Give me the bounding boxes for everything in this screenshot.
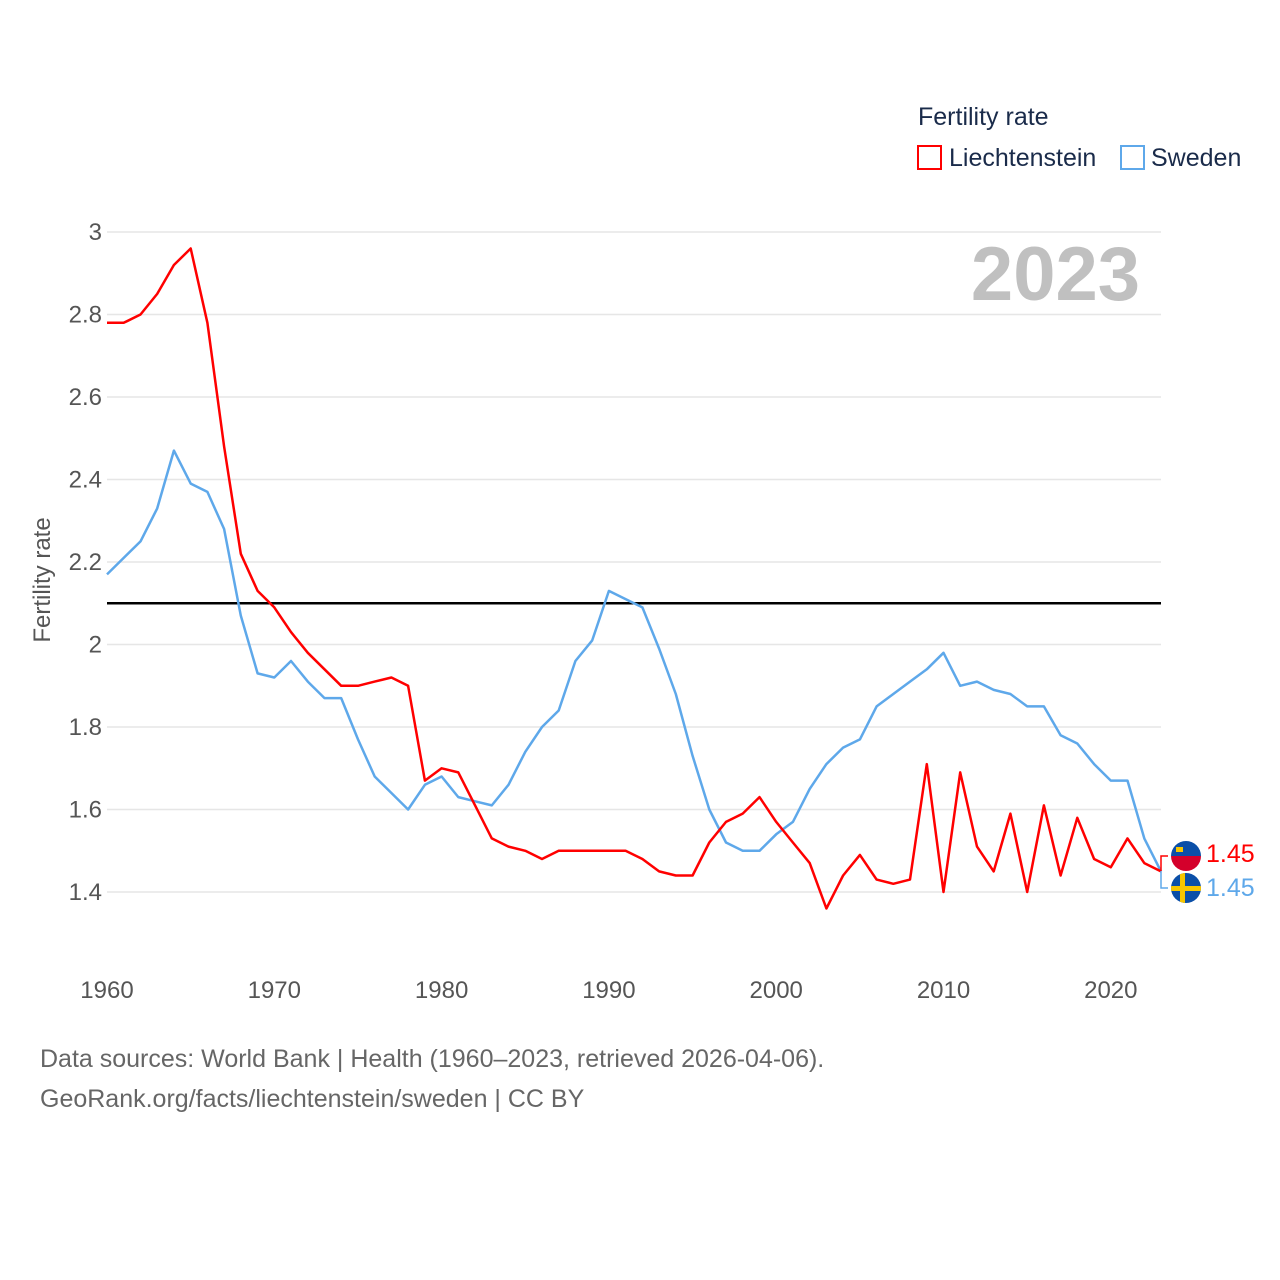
y-tick-label: 2.6 [69, 384, 102, 411]
y-tick-label: 2 [89, 632, 102, 659]
sweden-end-value: 1.45 [1206, 874, 1255, 902]
liechtenstein-flag-icon [1171, 841, 1201, 871]
data-source-text: Data sources: World Bank | Health (1960–… [40, 1045, 825, 1073]
y-tick-label: 2.2 [69, 549, 102, 576]
x-tick-label: 1990 [582, 977, 635, 1004]
x-tick-label: 2020 [1084, 977, 1137, 1004]
x-tick-label: 2000 [750, 977, 803, 1004]
year-label: 2023 [971, 232, 1140, 317]
y-tick-label: 2.8 [69, 302, 102, 329]
attribution-link[interactable]: GeoRank.org/facts/liechtenstein/sweden |… [40, 1085, 585, 1113]
end-labels: 1.45 1.45 [1160, 840, 1255, 903]
x-tick-label: 1960 [80, 977, 133, 1004]
y-tick-label: 3 [89, 219, 102, 246]
x-tick-label: 1970 [248, 977, 301, 1004]
grid [107, 231, 1161, 893]
series-line-sweden [106, 449, 1163, 872]
series-lines [106, 247, 1163, 910]
x-axis-ticks: 1960 1970 1980 1990 2000 2010 2020 [80, 977, 1137, 1004]
series-line-liechtenstein [107, 247, 1162, 910]
legend-title: Fertility rate [918, 103, 1049, 131]
y-tick-label: 2.4 [69, 467, 102, 494]
legend-label-sweden[interactable]: Sweden [1151, 144, 1241, 172]
x-tick-label: 1980 [415, 977, 468, 1004]
liechtenstein-connector [1160, 855, 1168, 871]
liechtenstein-end-value: 1.45 [1206, 840, 1255, 868]
sweden-connector [1160, 871, 1168, 889]
legend: Fertility rate Liechtenstein Sweden [917, 103, 1241, 172]
y-axis-label: Fertility rate [29, 517, 56, 642]
y-tick-label: 1.6 [69, 797, 102, 824]
legend-label-liechtenstein[interactable]: Liechtenstein [949, 144, 1096, 172]
legend-swatch-liechtenstein[interactable] [917, 145, 942, 170]
y-tick-label: 1.8 [69, 714, 102, 741]
sweden-flag-icon [1171, 873, 1201, 903]
y-axis-ticks: 1.4 1.6 1.8 2 2.2 2.4 2.6 2.8 3 [69, 219, 102, 906]
y-tick-label: 1.4 [69, 879, 102, 906]
x-tick-label: 2010 [917, 977, 970, 1004]
legend-swatch-sweden[interactable] [1120, 145, 1145, 170]
